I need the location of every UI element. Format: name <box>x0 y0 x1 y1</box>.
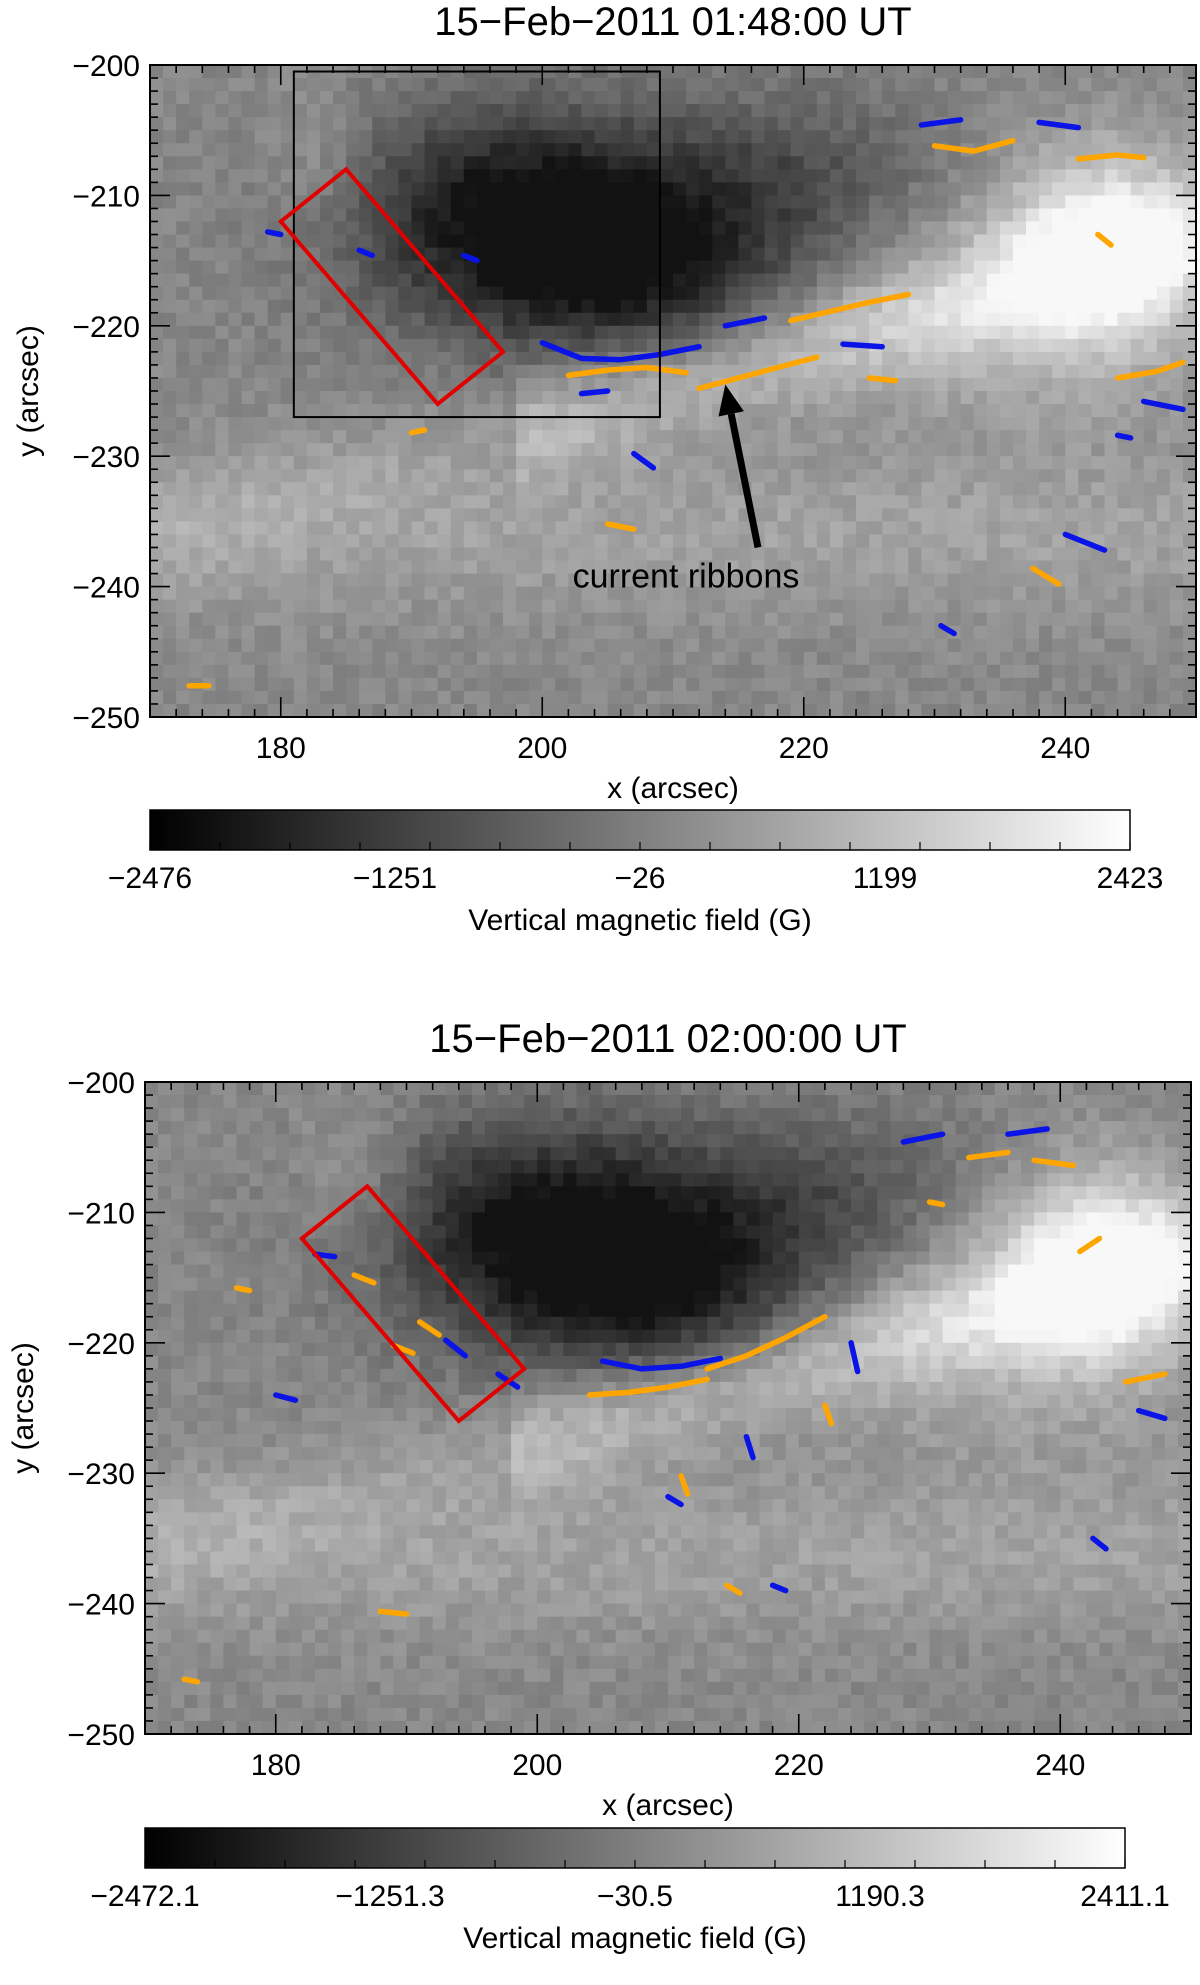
y-tick-label: −210 <box>67 1197 135 1230</box>
y-tick-label: −220 <box>67 1328 135 1361</box>
negative-current-contour <box>1118 435 1131 438</box>
colorbar-tick-label: 1199 <box>853 862 918 895</box>
magnetogram-panel-0200: 15−Feb−2011 02:00:00 UT 180 200 220 240 x (ar… <box>0 1000 1200 1980</box>
annotation-label: current ribbons <box>573 557 800 595</box>
y-tick-label: −230 <box>67 1458 135 1491</box>
x-tick-label: 180 <box>256 732 306 765</box>
y-tick-label: −210 <box>72 180 140 213</box>
negative-current-contour <box>268 232 281 235</box>
positive-current-contour <box>869 378 895 381</box>
x-tick-label: 240 <box>1040 732 1090 765</box>
positive-current-contour <box>380 1611 406 1614</box>
y-tick-label: −240 <box>67 1589 135 1622</box>
negative-current-contour <box>843 344 882 347</box>
chart-svg: 15−Feb−2011 01:48:00 UT current ribbons 18… <box>0 0 1200 980</box>
y-tick-label: −250 <box>67 1719 135 1752</box>
positive-current-contour <box>930 1202 943 1205</box>
colorbar-tick-label: −30.5 <box>597 1880 673 1913</box>
colorbar-tick-label: 1190.3 <box>835 1880 925 1913</box>
colorbar-tick-label: −2472.1 <box>90 1880 199 1913</box>
chart-title: 15−Feb−2011 02:00:00 UT <box>429 1017 906 1061</box>
chart-title: 15−Feb−2011 01:48:00 UT <box>434 0 911 44</box>
magnetogram-image <box>150 65 1197 718</box>
colorbar-tick-label: −26 <box>615 862 666 895</box>
x-tick-label: 220 <box>774 1749 824 1782</box>
colorbar-tick-label: 2423 <box>1097 862 1164 895</box>
magnetogram-panel-0148: 15−Feb−2011 01:48:00 UT current ribbons 18… <box>0 0 1200 980</box>
x-axis-label: x (arcsec) <box>607 772 739 805</box>
chart-svg: 15−Feb−2011 02:00:00 UT 180 200 220 240 x (ar… <box>0 1000 1200 1980</box>
x-tick-label: 220 <box>779 732 829 765</box>
positive-current-contour <box>237 1288 250 1291</box>
y-tick-label: −220 <box>72 311 140 344</box>
positive-current-contour <box>1078 155 1143 159</box>
colorbar-tick-label: −1251 <box>353 862 437 895</box>
colorbar-label: Vertical magnetic field (G) <box>463 1922 806 1955</box>
x-axis-label: x (arcsec) <box>602 1789 734 1822</box>
y-tick-label: −200 <box>72 50 140 83</box>
x-tick-label: 240 <box>1035 1749 1085 1782</box>
colorbar-label: Vertical magnetic field (G) <box>468 904 811 937</box>
y-tick-label: −240 <box>72 572 140 605</box>
y-axis-label: y (arcsec) <box>12 325 45 457</box>
y-axis-label: y (arcsec) <box>7 1342 40 1474</box>
y-tick-label: −200 <box>67 1067 135 1100</box>
y-tick-label: −230 <box>72 441 140 474</box>
colorbar-tick-label: 2411.1 <box>1080 1880 1170 1913</box>
negative-current-contour <box>582 391 608 394</box>
x-tick-label: 180 <box>251 1749 301 1782</box>
positive-current-contour <box>412 430 425 433</box>
x-tick-label: 200 <box>512 1749 562 1782</box>
colorbar-tick-label: −1251.3 <box>335 1880 444 1913</box>
y-tick-label: −250 <box>72 702 140 735</box>
colorbar-tick-label: −2476 <box>108 862 192 895</box>
x-tick-label: 200 <box>517 732 567 765</box>
positive-current-contour <box>184 1679 197 1682</box>
magnetogram-image <box>145 1082 1192 1735</box>
